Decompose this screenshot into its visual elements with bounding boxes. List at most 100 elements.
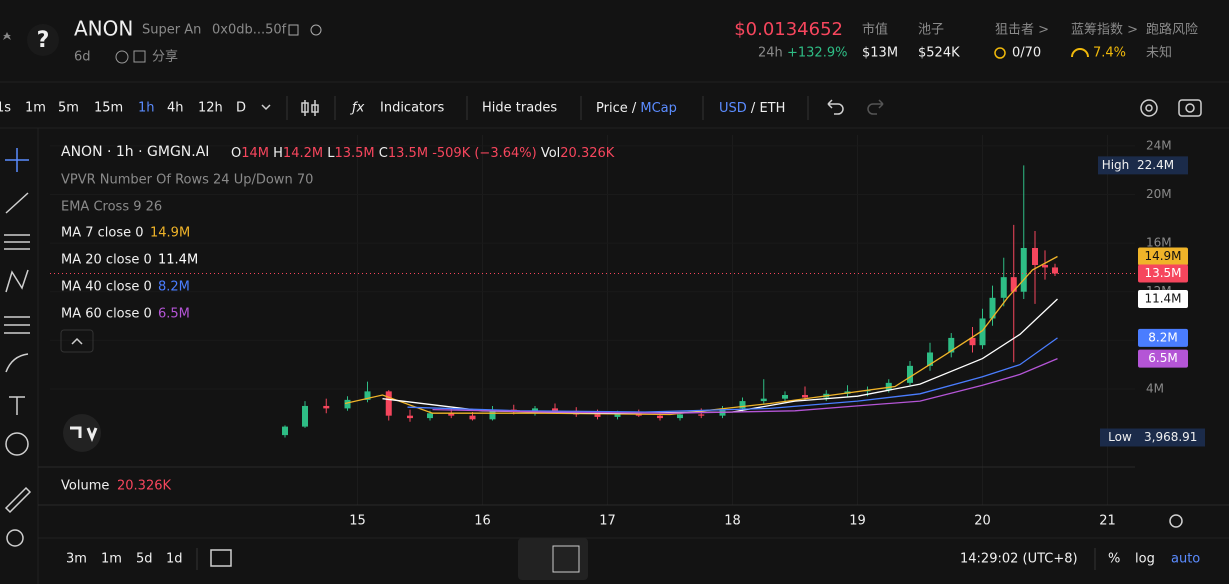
collapse-icon <box>71 337 83 345</box>
candle-body <box>885 382 892 391</box>
range-group: 3m 1m 5d 1d <box>66 552 183 567</box>
fib-tool[interactable] <box>4 234 30 250</box>
candle-body <box>979 318 986 346</box>
interval[interactable]: 5m <box>58 101 79 116</box>
ma-legend-name: MA 60 close 0 <box>61 307 152 322</box>
range[interactable]: 1m <box>101 552 122 567</box>
candle-body <box>448 413 455 416</box>
stat-value: 0/70 <box>1012 46 1041 61</box>
log-toggle[interactable]: log <box>1135 552 1155 567</box>
candle-body <box>407 415 413 419</box>
projection-tool[interactable] <box>4 316 30 334</box>
price-badge <box>1138 264 1188 283</box>
range[interactable]: 5d <box>136 552 153 567</box>
interval[interactable]: D <box>236 101 246 116</box>
ma-line <box>344 255 1058 416</box>
share-icon[interactable] <box>133 50 146 63</box>
redo[interactable] <box>867 99 884 115</box>
tv-logo <box>63 414 101 452</box>
mcap-option[interactable]: MCap <box>640 101 677 116</box>
collapse-button[interactable] <box>60 329 94 353</box>
eth-option[interactable]: ETH <box>759 101 785 116</box>
brush-tool[interactable] <box>5 353 29 373</box>
extreme-value: 22.4M <box>1137 158 1174 172</box>
text-tool[interactable] <box>9 396 25 415</box>
interval[interactable]: 4h <box>167 101 184 116</box>
percent-toggle[interactable]: % <box>1108 552 1120 567</box>
interval[interactable]: 1h <box>138 101 155 116</box>
extreme-value: 3,968.91 <box>1144 430 1197 444</box>
stat-label[interactable]: 蓝筹指数 > <box>1071 22 1138 38</box>
interval[interactable]: 15m <box>94 101 123 116</box>
x-tick-label: 18 <box>724 514 741 529</box>
crosshair-tool[interactable] <box>5 148 29 172</box>
indicators[interactable]: Indicators <box>380 101 444 116</box>
change-label: 24h <box>758 46 783 61</box>
vol-label: Vol <box>541 146 560 161</box>
interval[interactable]: 1s <box>0 101 11 116</box>
candle-body <box>594 414 601 417</box>
legend-ohlc: O14M H14.2M L13.5M C13.5M -509K (−3.64%)… <box>231 146 615 161</box>
share[interactable]: 分享 <box>152 49 178 65</box>
star-icon[interactable] <box>3 32 11 40</box>
ma-legend-name: MA 7 close 0 <box>61 226 144 241</box>
settings[interactable] <box>1140 99 1158 117</box>
vpvr[interactable]: VPVR Number Of Rows 24 Up/Down 70 <box>61 173 313 188</box>
range[interactable]: 1d <box>166 552 183 567</box>
fx-icon[interactable]: ƒx <box>349 101 365 116</box>
usd-option[interactable]: USD <box>719 101 747 116</box>
extreme-name: Low <box>1108 430 1132 444</box>
extreme-badge <box>1098 156 1188 175</box>
candle-body <box>489 409 496 420</box>
ohlc-change: -509K (−3.64%) <box>432 146 537 161</box>
candle-body <box>364 391 371 400</box>
address[interactable]: 0x0db...50f <box>212 23 287 38</box>
price-badge-label: 6.5M <box>1148 351 1177 365</box>
ohlc-value: 13.5M <box>334 146 374 161</box>
candle-body <box>469 415 476 420</box>
candle-body <box>282 426 288 436</box>
search-icon[interactable] <box>310 24 322 36</box>
interval[interactable]: 1m <box>25 101 46 116</box>
stat-label: 市值 <box>862 22 888 38</box>
copy-icon[interactable] <box>288 24 299 36</box>
screenshot-lens <box>1185 103 1195 113</box>
axis-settings[interactable] <box>1169 514 1183 528</box>
zoom-tool[interactable] <box>6 529 24 547</box>
hide-trades[interactable]: Hide trades <box>482 101 557 116</box>
pattern-tool[interactable] <box>5 269 29 293</box>
ruler-tool[interactable] <box>4 486 32 514</box>
clock: 14:29:02 (UTC+8) <box>960 552 1078 567</box>
change: +132.9% <box>787 46 847 61</box>
currency-toggle[interactable]: USD / ETH <box>719 101 785 116</box>
candle-body <box>1032 247 1038 266</box>
x-tick-label: 19 <box>849 514 866 529</box>
date-range[interactable] <box>210 549 232 567</box>
price-toggle[interactable]: Price / MCap <box>596 101 677 116</box>
auto-toggle[interactable]: auto <box>1171 552 1200 567</box>
x-tick-label: 17 <box>599 514 616 529</box>
candle-body <box>698 414 705 416</box>
candle-body <box>302 405 308 427</box>
range[interactable]: 3m <box>66 552 87 567</box>
ema[interactable]: EMA Cross 9 26 <box>61 200 162 215</box>
screenshot[interactable] <box>1178 99 1202 117</box>
candle-body <box>552 408 558 411</box>
plot-area: 151617181920214M8M12M16M20M24M14.9M11.4M… <box>50 135 1205 529</box>
website-icon[interactable] <box>115 50 129 64</box>
candle-body <box>989 297 996 319</box>
chevron[interactable] <box>261 104 271 111</box>
candle-body <box>532 408 538 413</box>
ma-legend: MA 7 close 0 14.9M MA 20 close 0 11.4M MA 40… <box>61 226 198 322</box>
x-tick-label: 21 <box>1099 514 1116 529</box>
candle-body <box>677 414 683 419</box>
fit-icon[interactable] <box>552 545 580 573</box>
stat-label[interactable]: 狙击者 > <box>995 23 1049 38</box>
trendline-tool[interactable] <box>5 192 29 214</box>
interval[interactable]: 12h <box>198 101 223 116</box>
y-tick-label: 16M <box>1146 236 1172 250</box>
undo[interactable] <box>827 99 844 115</box>
price-option[interactable]: Price <box>596 101 628 116</box>
age: 6d <box>74 50 91 65</box>
emoji-tool[interactable] <box>5 432 29 456</box>
